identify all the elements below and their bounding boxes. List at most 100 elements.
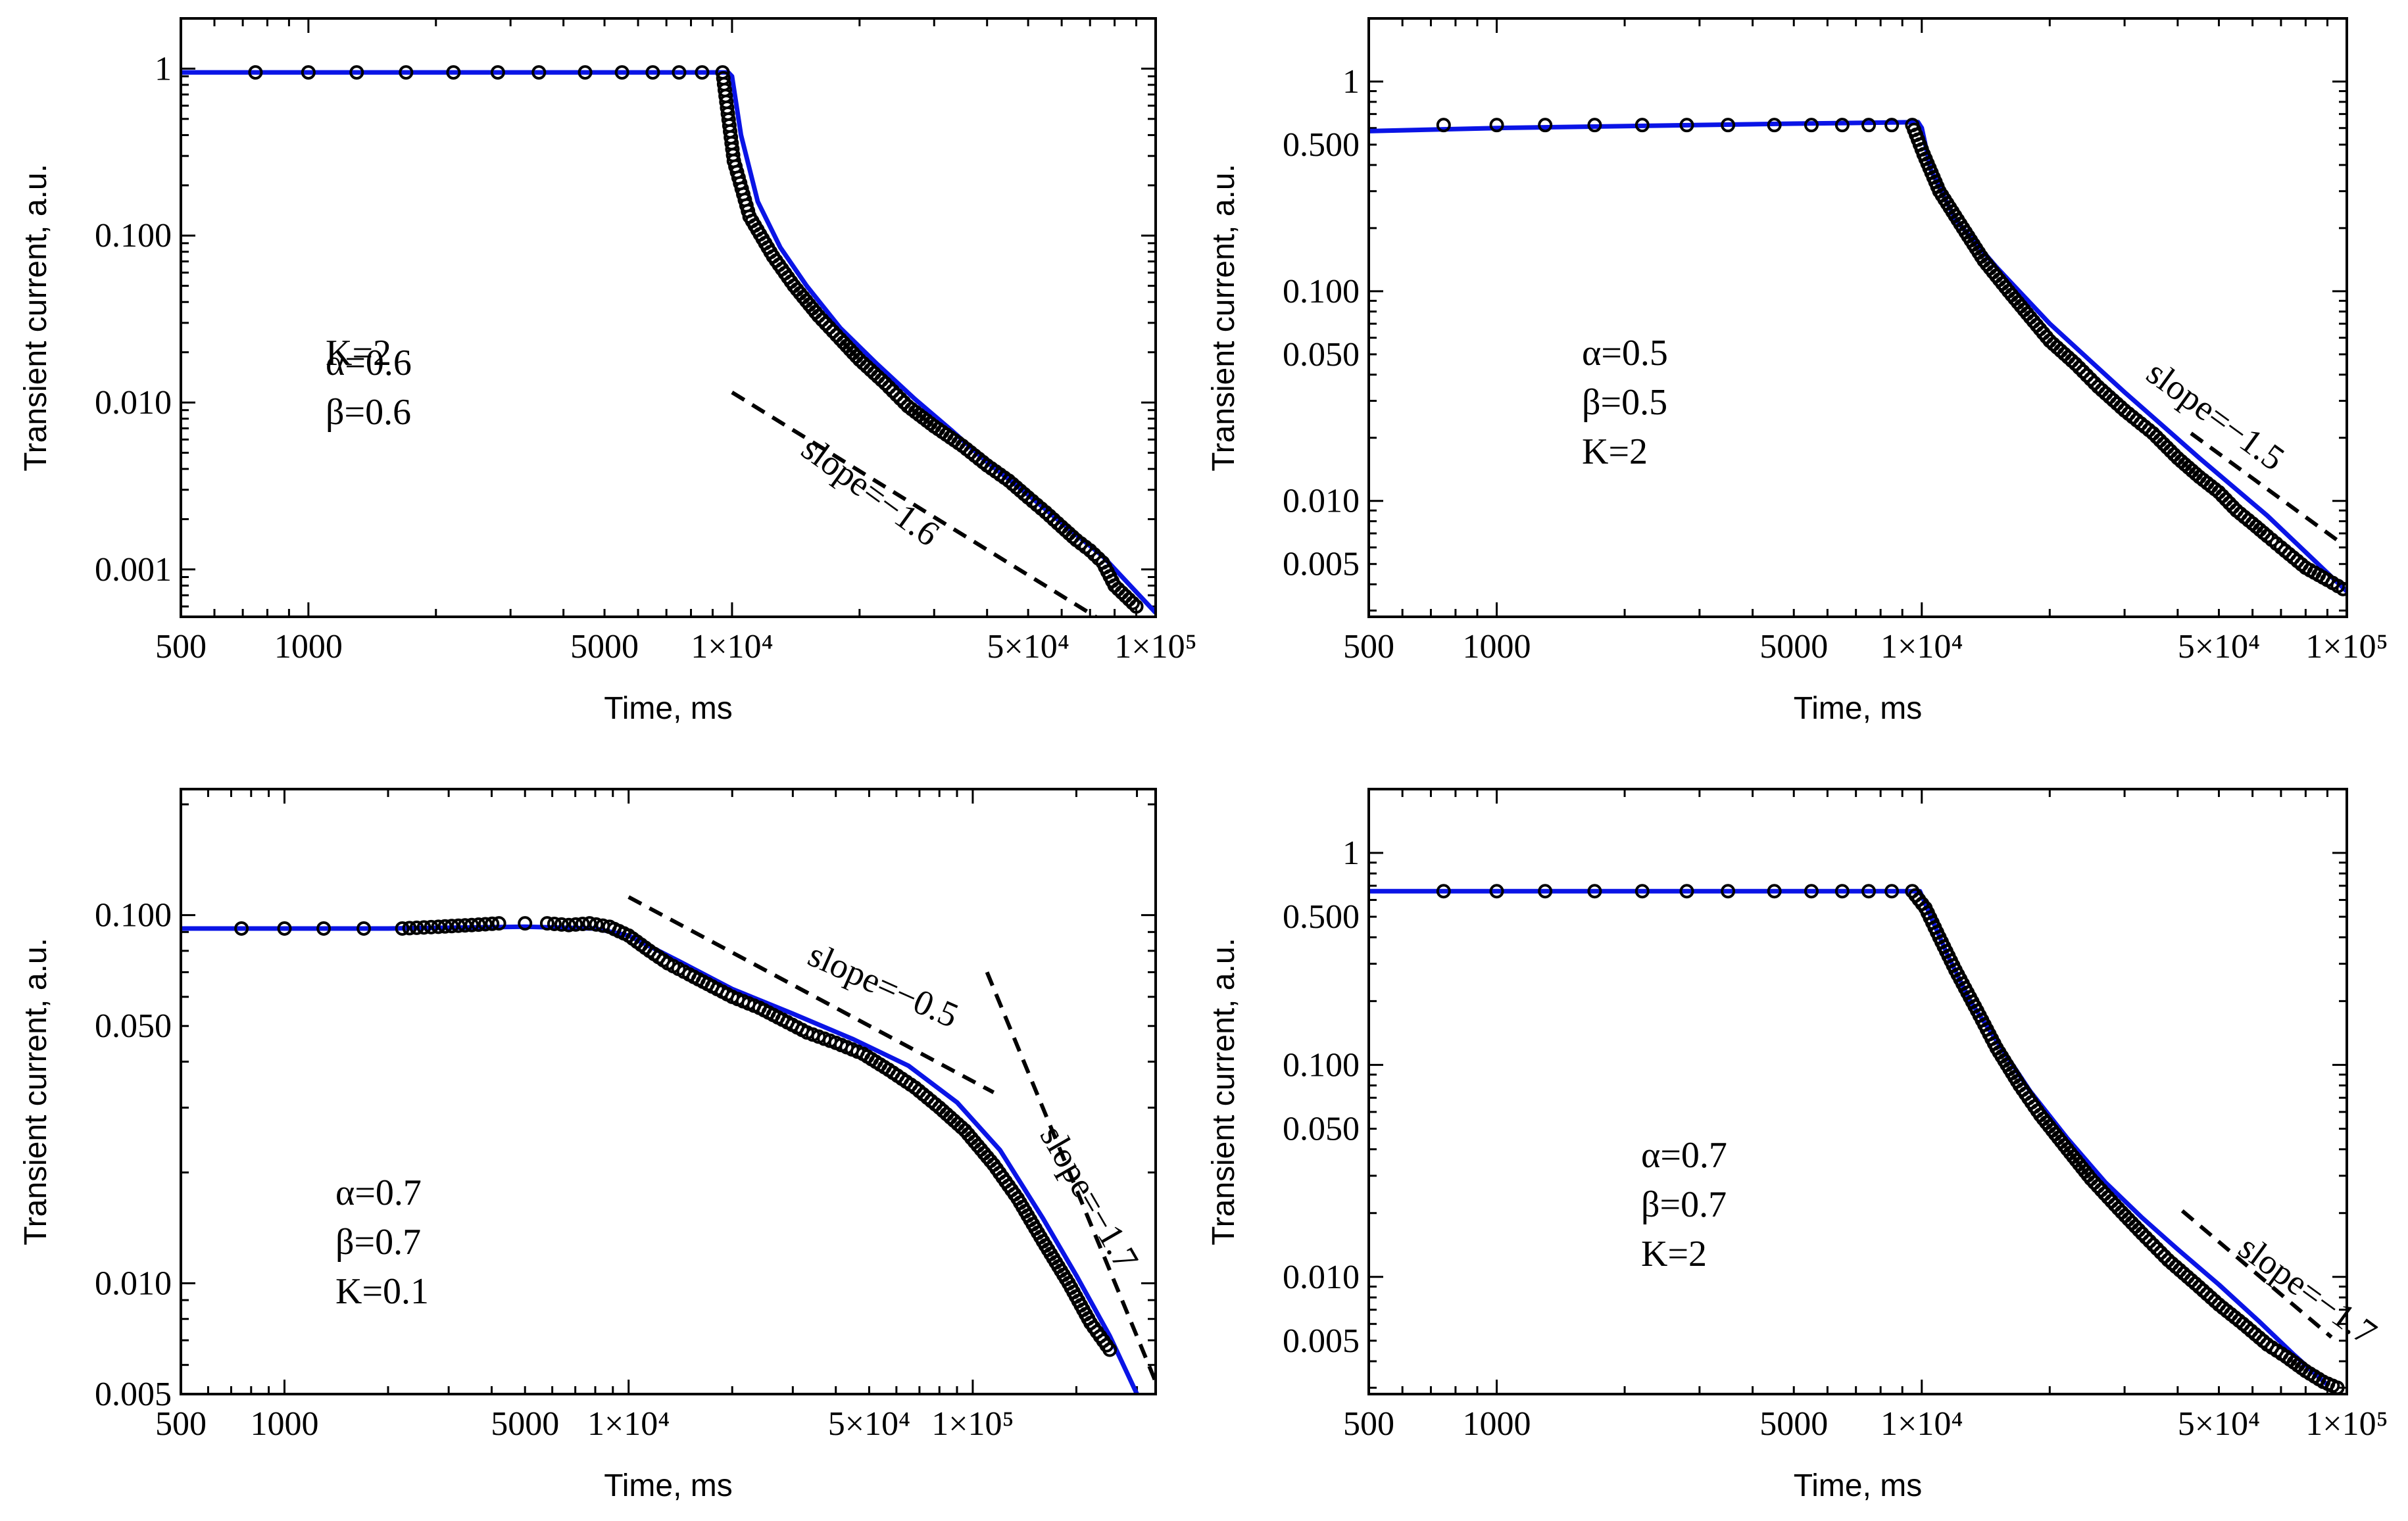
param-beta: β=0.7: [335, 1222, 421, 1263]
data-point: [645, 65, 660, 80]
data-point: [2196, 1283, 2211, 1298]
data-point: [2134, 1226, 2150, 1241]
data-point: [1587, 884, 1602, 899]
fit-layer: [181, 70, 1156, 617]
x-tick-label: 5×10⁴: [2178, 628, 2260, 665]
data-point: [1538, 884, 1553, 899]
y-tick-label: 0.010: [1283, 1259, 1360, 1296]
chart-panel-bottom-left: 500 1000 5000 1×10⁴ 5×10⁴ 1×10⁵ 0.100 0.050 0.0…: [18, 788, 1157, 1503]
data-markers: [1436, 118, 2347, 596]
x-tick-label: 5×10⁴: [2178, 1405, 2260, 1443]
data-point: [234, 921, 249, 936]
slope-guide-line: [2180, 1209, 2333, 1339]
x-tick-label: 500: [155, 628, 207, 665]
data-point: [1489, 118, 1504, 133]
x-tick-label: 1×10⁴: [691, 628, 773, 665]
data-point: [491, 916, 506, 931]
data-point: [395, 921, 410, 936]
plot-frame: [1367, 17, 2348, 618]
data-point: [575, 917, 590, 932]
x-tick-label: 1000: [1463, 628, 1531, 665]
data-point: [1884, 884, 1900, 899]
x-axis-title: Time, ms: [604, 691, 733, 726]
data-point: [811, 308, 826, 324]
data-point: [885, 383, 900, 398]
data-point: [416, 920, 431, 935]
fit-curve: [181, 70, 1156, 615]
data-point: [531, 65, 547, 80]
data-point: [893, 391, 908, 406]
data-point: [1834, 118, 1850, 133]
fit-curve: [1369, 120, 2347, 593]
data-point: [248, 65, 263, 80]
data-point: [1489, 884, 1504, 899]
y-tick-label: 0.100: [95, 897, 172, 934]
data-point: [451, 918, 466, 933]
data-markers: [248, 65, 1144, 614]
data-point: [2192, 1280, 2207, 1295]
data-point: [471, 917, 486, 932]
param-beta: β=0.6: [326, 392, 411, 433]
x-tick-label: 1×10⁴: [587, 1405, 670, 1443]
y-tick-label: 0.100: [95, 217, 172, 254]
y-tick-label: 0.005: [1283, 1322, 1360, 1360]
y-tick-labels: 0.100 0.050 0.010 0.005: [95, 897, 172, 1413]
data-point: [547, 917, 562, 932]
data-point: [1038, 504, 1053, 519]
y-tick-label: 0.500: [1283, 898, 1360, 936]
x-tick-labels: 500 1000 5000 1×10⁴ 5×10⁴ 1×10⁵: [155, 628, 1197, 665]
y-tick-label: 1: [155, 50, 172, 87]
param-k: K=0.1: [335, 1271, 429, 1312]
data-point: [2064, 353, 2079, 368]
y-tick-label: 0.100: [1283, 1046, 1360, 1084]
data-point: [1129, 599, 1144, 614]
data-point: [2072, 360, 2087, 375]
chart-panel-top-right: 500 1000 5000 1×10⁴ 5×10⁴ 1×10⁵ 1 0.500 0.100 0.…: [1206, 17, 2388, 726]
data-point: [614, 65, 629, 80]
data-point: [2083, 372, 2098, 387]
slope-annotation: slope=−1.5: [2140, 352, 2292, 478]
data-point: [877, 376, 893, 391]
x-tick-label: 1×10⁵: [1114, 628, 1196, 665]
data-point: [409, 920, 424, 935]
param-alpha: α=0.5: [1582, 333, 1668, 374]
data-point: [2150, 1241, 2165, 1256]
data-point: [568, 917, 583, 932]
data-point: [2068, 356, 2083, 372]
data-point: [2188, 1276, 2203, 1291]
data-point: [818, 316, 833, 331]
y-tick-label: 0.050: [1283, 336, 1360, 374]
data-point: [458, 918, 473, 933]
x-tick-label: 1000: [251, 1405, 319, 1443]
data-point: [1538, 118, 1553, 133]
data-point: [2146, 1238, 2161, 1253]
data-point: [1436, 884, 1451, 899]
x-tick-labels: 500 1000 5000 1×10⁴ 5×10⁴ 1×10⁵: [155, 1405, 1014, 1443]
x-tick-label: 1×10⁵: [2305, 628, 2388, 665]
data-point: [1804, 884, 1819, 899]
data-point: [672, 65, 687, 80]
slope-guide-line: [2190, 431, 2345, 546]
x-tick-label: 1×10⁴: [1880, 1405, 1963, 1443]
data-point: [2203, 1290, 2219, 1305]
data-point: [2087, 375, 2102, 391]
data-point: [1102, 1342, 1118, 1357]
y-tick-label: 1: [1342, 63, 1360, 101]
chart-panel-bottom-right: 500 1000 5000 1×10⁴ 5×10⁴ 1×10⁵ 1 0.500 0.100 0.…: [1206, 788, 2388, 1503]
data-point: [539, 916, 554, 931]
y-tick-label: 0.001: [95, 551, 172, 589]
data-point: [1634, 118, 1650, 133]
data-point: [2153, 1245, 2169, 1260]
x-tick-label: 5×10⁴: [828, 1405, 910, 1443]
x-axis-title: Time, ms: [604, 1468, 733, 1503]
tick-marks: [1367, 788, 2348, 1394]
y-tick-label: 0.050: [95, 1007, 172, 1045]
data-point: [446, 65, 461, 80]
y-axis-title: Transient current, a.u.: [18, 164, 53, 471]
x-tick-label: 5×10⁴: [987, 628, 1069, 665]
data-point: [582, 916, 597, 931]
fit-layer: [181, 895, 1156, 1394]
x-tick-label: 1000: [1463, 1405, 1531, 1443]
data-point: [1046, 512, 1061, 527]
data-point: [889, 387, 904, 402]
